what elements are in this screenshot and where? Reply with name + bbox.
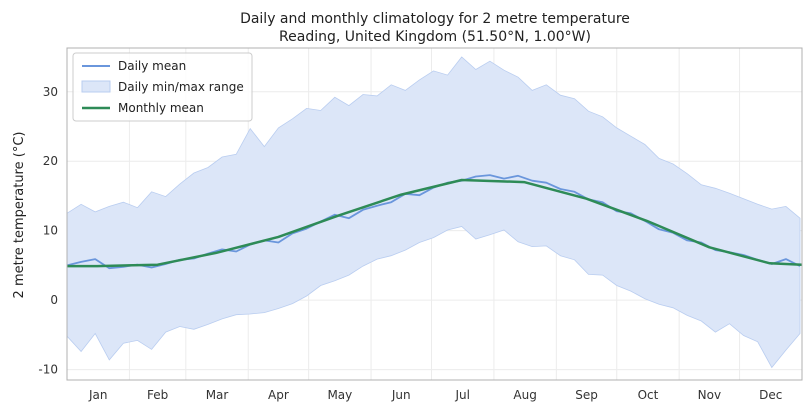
y-tick-label: 30 <box>43 85 58 99</box>
monthly-mean-line <box>67 178 803 268</box>
x-tick-label: Feb <box>147 388 168 402</box>
range-band-layer <box>66 56 801 369</box>
legend-box <box>72 52 253 122</box>
y-ticks: -10 0 10 20 30 <box>38 85 58 377</box>
x-tick-label: Dec <box>759 388 782 402</box>
x-tick-label: Mar <box>206 388 229 402</box>
x-tick-label: Nov <box>698 388 721 402</box>
y-tick-label: -10 <box>38 363 58 377</box>
legend-label-monthly-mean: Monthly mean <box>118 101 204 115</box>
x-tick-label: Jun <box>391 388 411 402</box>
y-tick-label: 0 <box>50 293 58 307</box>
x-tick-label: Sep <box>575 388 598 402</box>
x-tick-label: May <box>327 388 352 402</box>
y-axis-label: 2 metre temperature (°C) <box>12 132 27 299</box>
daily-min-max-range-band <box>66 56 801 369</box>
chart-title: Daily and monthly climatology for 2 metr… <box>240 11 630 27</box>
monthly-mean-layer <box>67 178 803 268</box>
legend-swatch-range <box>81 80 111 93</box>
legend-label-daily-mean: Daily mean <box>118 59 186 73</box>
y-tick-label: 10 <box>43 224 58 238</box>
x-tick-label: Aug <box>513 388 536 402</box>
x-tick-label: Jul <box>454 388 469 402</box>
plot-area-frame <box>66 47 803 381</box>
x-ticks: Jan Feb Mar Apr May Jun Jul Aug Sep Oct Nov Dec <box>88 388 782 402</box>
y-tick-label: 20 <box>43 154 58 168</box>
legend-label-range: Daily min/max range <box>118 80 244 94</box>
x-tick-label: Oct <box>638 388 659 402</box>
legend: Daily mean Daily min/max range Monthly m… <box>72 52 253 122</box>
x-tick-label: Apr <box>268 388 289 402</box>
x-tick-label: Jan <box>88 388 108 402</box>
chart-subtitle: Reading, United Kingdom (51.50°N, 1.00°W… <box>279 29 591 45</box>
